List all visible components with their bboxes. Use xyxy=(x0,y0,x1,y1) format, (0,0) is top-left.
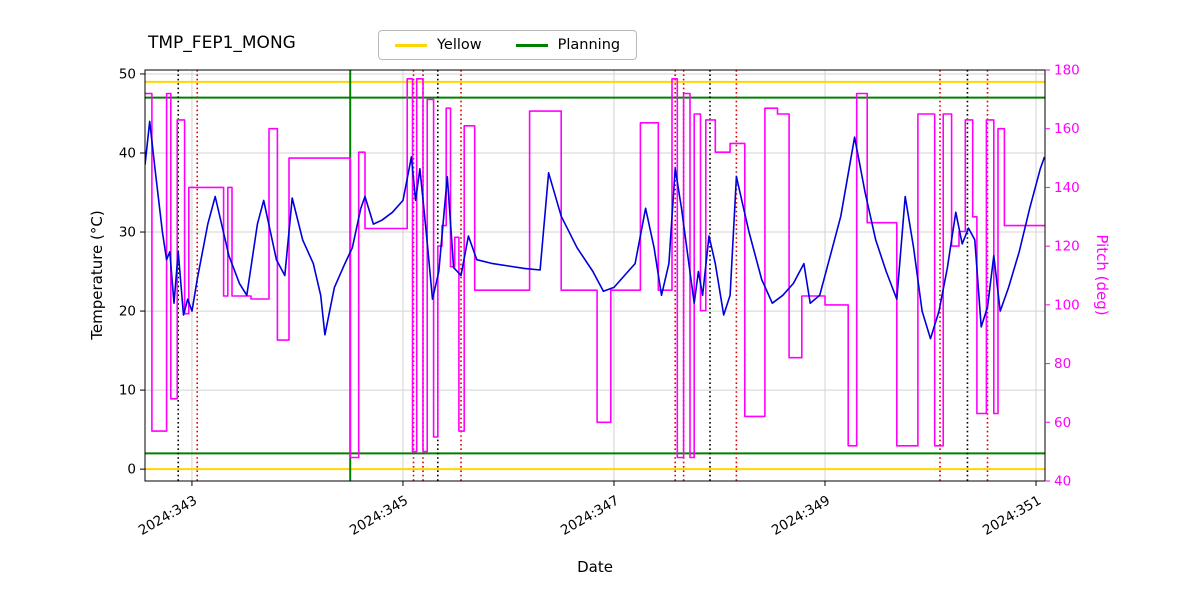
legend-label-yellow: Yellow xyxy=(437,37,482,53)
y-tick-label-right: 140 xyxy=(1054,180,1080,196)
y-tick-label-right: 80 xyxy=(1054,356,1071,372)
plot-border xyxy=(144,69,1046,482)
yellow-line-swatch xyxy=(395,43,427,47)
y-tick-label-right: 180 xyxy=(1054,63,1080,79)
x-axis-label: Date xyxy=(577,558,613,576)
y-tick-label-left: 30 xyxy=(119,225,136,241)
legend-item-yellow: Yellow xyxy=(395,37,482,53)
y-tick-label-right: 100 xyxy=(1054,297,1080,313)
series-temperature xyxy=(145,120,1045,340)
data-series xyxy=(145,78,1045,459)
x-tick-label: 2024:345 xyxy=(347,493,411,539)
y-tick-label-right: 120 xyxy=(1054,239,1080,255)
y-tick-label-left: 0 xyxy=(127,462,136,478)
planning-line-swatch xyxy=(515,43,548,47)
reference-lines xyxy=(145,70,1045,481)
x-tick-label: 2024:343 xyxy=(136,493,200,539)
y-tick-label-left: 40 xyxy=(119,145,136,161)
y-tick-label-left: 20 xyxy=(119,304,136,320)
legend-item-planning: Planning xyxy=(515,37,621,53)
chart-title: TMP_FEP1_MONG xyxy=(148,33,296,53)
y-tick-label-left: 50 xyxy=(119,66,136,82)
y-tick-label-right: 160 xyxy=(1054,121,1080,137)
axes: 2024:343 2024:345 2024:347 2024:349 2024:351… xyxy=(119,63,1080,539)
legend-label-planning: Planning xyxy=(557,37,621,53)
y-tick-label-right: 40 xyxy=(1054,474,1071,490)
y-axis-label-left: Temperature (°C) xyxy=(88,210,106,340)
y-tick-label-left: 10 xyxy=(119,383,136,399)
y-axis-label-right: Pitch (deg) xyxy=(1093,234,1111,316)
x-tick-label: 2024:349 xyxy=(769,493,833,539)
series-pitch xyxy=(145,78,1045,459)
legend: Yellow Planning xyxy=(378,30,638,60)
x-tick-label: 2024:351 xyxy=(980,493,1044,539)
x-tick-label: 2024:347 xyxy=(558,493,622,539)
y-tick-label-right: 60 xyxy=(1054,415,1071,431)
